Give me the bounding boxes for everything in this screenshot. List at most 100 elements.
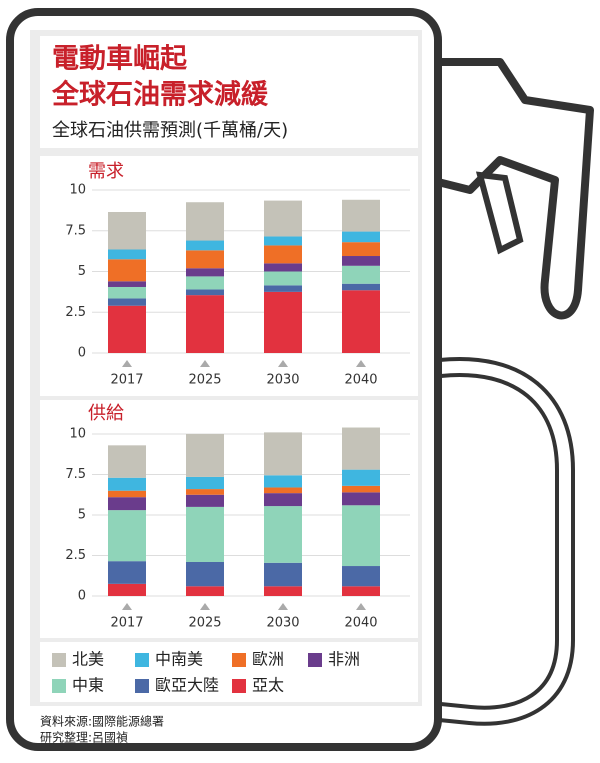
marker bbox=[356, 603, 366, 610]
bar-segment bbox=[186, 295, 224, 353]
bar-segment bbox=[108, 561, 146, 584]
y-tick-label: 2.5 bbox=[65, 548, 86, 563]
bar-segment bbox=[264, 487, 302, 494]
legend-panel bbox=[40, 642, 418, 702]
marker bbox=[356, 360, 366, 367]
bar-segment bbox=[342, 492, 380, 506]
bar-segment bbox=[108, 298, 146, 306]
bar-segment bbox=[186, 476, 224, 490]
marker bbox=[122, 360, 132, 367]
bar-segment bbox=[264, 200, 302, 237]
bar-segment bbox=[186, 434, 224, 477]
bar-segment bbox=[108, 510, 146, 562]
chart-title: 需求 bbox=[88, 161, 124, 182]
y-tick-label: 10 bbox=[69, 427, 86, 442]
legend-label: 亞太 bbox=[252, 676, 284, 695]
bar-segment bbox=[342, 469, 380, 486]
y-tick-label: 5 bbox=[78, 264, 86, 279]
source: 資料來源:國際能源總署 bbox=[40, 714, 164, 729]
hose bbox=[439, 357, 575, 726]
bar-segment bbox=[342, 505, 380, 567]
y-tick-label: 10 bbox=[69, 183, 86, 198]
bar-segment bbox=[342, 265, 380, 284]
bar-segment bbox=[264, 562, 302, 587]
bar-segment bbox=[264, 263, 302, 272]
hose-inner bbox=[439, 361, 571, 722]
legend-swatch bbox=[308, 653, 322, 667]
legend-label: 非洲 bbox=[328, 650, 360, 669]
bar-segment bbox=[264, 291, 302, 353]
bar-segment bbox=[108, 249, 146, 260]
legend-swatch bbox=[52, 679, 66, 693]
legend-swatch bbox=[232, 653, 246, 667]
bar-segment bbox=[186, 586, 224, 596]
bar-segment bbox=[264, 475, 302, 488]
x-tick-label: 2025 bbox=[188, 373, 221, 388]
bar-segment bbox=[108, 583, 146, 596]
title: 電動車崛起 bbox=[52, 44, 188, 75]
bar-segment bbox=[342, 586, 380, 596]
bar-segment bbox=[342, 485, 380, 493]
marker bbox=[122, 603, 132, 610]
bar-segment bbox=[186, 494, 224, 507]
x-tick-label: 2017 bbox=[110, 616, 143, 631]
x-tick-label: 2040 bbox=[344, 373, 377, 388]
bar-segment bbox=[264, 432, 302, 476]
subtitle: 全球石油供需預測(千萬桶/天) bbox=[52, 120, 288, 141]
bar-segment bbox=[186, 268, 224, 277]
source: 研究整理:呂國禎 bbox=[40, 730, 128, 745]
bar-segment bbox=[108, 497, 146, 511]
y-tick-label: 2.5 bbox=[65, 305, 86, 320]
bar-segment bbox=[108, 490, 146, 498]
marker bbox=[278, 603, 288, 610]
legend-label: 中南美 bbox=[155, 650, 203, 669]
bar-segment bbox=[342, 566, 380, 587]
y-tick-label: 7.5 bbox=[65, 467, 86, 482]
legend-swatch bbox=[52, 653, 66, 667]
legend-label: 歐亞大陸 bbox=[155, 676, 219, 695]
bar-segment bbox=[342, 290, 380, 353]
bar-segment bbox=[264, 271, 302, 286]
marker bbox=[200, 603, 210, 610]
nozzle bbox=[426, 58, 594, 320]
x-tick-label: 2025 bbox=[188, 616, 221, 631]
bar-segment bbox=[264, 236, 302, 246]
bar-segment bbox=[186, 202, 224, 241]
x-tick-label: 2030 bbox=[266, 616, 299, 631]
x-tick-label: 2040 bbox=[344, 616, 377, 631]
bar-segment bbox=[108, 259, 146, 282]
bar-segment bbox=[186, 276, 224, 290]
bar-segment bbox=[342, 256, 380, 266]
bar-segment bbox=[186, 240, 224, 251]
nozzle-trigger bbox=[475, 171, 524, 255]
x-tick-label: 2030 bbox=[266, 373, 299, 388]
bar-segment bbox=[264, 586, 302, 596]
bar-segment bbox=[264, 285, 302, 292]
bar-segment bbox=[108, 445, 146, 478]
bar-segment bbox=[186, 489, 224, 495]
bar-segment bbox=[264, 493, 302, 507]
bar-segment bbox=[264, 245, 302, 264]
legend-label: 歐洲 bbox=[252, 650, 284, 669]
bar-segment bbox=[108, 212, 146, 250]
legend-label: 中東 bbox=[72, 676, 104, 695]
chart-title: 供給 bbox=[88, 403, 124, 424]
legend-swatch bbox=[232, 679, 246, 693]
bar-segment bbox=[108, 286, 146, 299]
bar-segment bbox=[342, 427, 380, 470]
marker bbox=[200, 360, 210, 367]
bar-segment bbox=[342, 283, 380, 291]
legend-swatch bbox=[135, 653, 149, 667]
bar-segment bbox=[108, 477, 146, 491]
y-tick-label: 0 bbox=[78, 346, 86, 361]
bar-segment bbox=[186, 250, 224, 269]
bar-segment bbox=[108, 305, 146, 353]
bar-segment bbox=[342, 231, 380, 243]
marker bbox=[278, 360, 288, 367]
bar-segment bbox=[264, 506, 302, 563]
y-tick-label: 7.5 bbox=[65, 223, 86, 238]
bar-segment bbox=[342, 242, 380, 257]
bar-segment bbox=[186, 561, 224, 587]
